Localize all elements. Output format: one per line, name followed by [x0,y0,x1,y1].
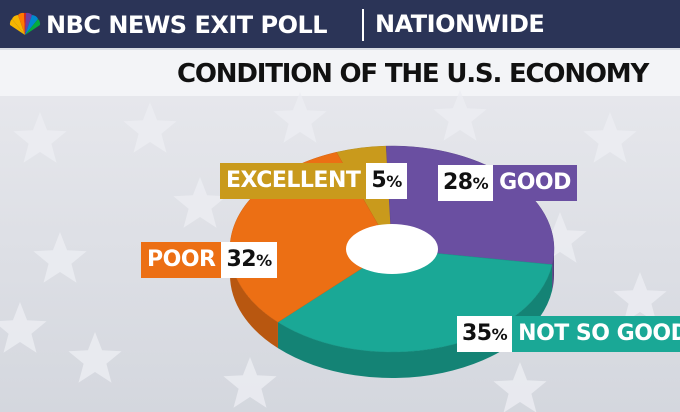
label-excellent-name: EXCELLENT [220,163,367,199]
star-icon [123,102,177,153]
label-excellent: EXCELLENT 5% [220,163,407,199]
star-icon [13,112,67,163]
label-good-value: 28 [443,170,473,195]
star-icon [493,362,547,412]
label-excellent-value: 5 [371,168,387,193]
label-poor-value: 32 [226,247,257,272]
region-label: NATIONWIDE [375,10,545,38]
brand-title: NBC NEWS EXIT POLL [46,11,328,39]
label-not-so-good-name: NOT SO GOOD [512,316,680,352]
pie-side-good [552,249,554,291]
label-good-name: GOOD [493,165,577,201]
pie-side-poor [230,249,278,349]
label-not-so-good: 35% NOT SO GOOD [457,316,680,352]
chart-title: CONDITION OF THE U.S. ECONOMY [177,59,649,89]
star-icon [433,90,487,141]
star-icon [173,177,227,228]
header-separator [362,9,364,41]
label-not-so-good-value: 35 [462,321,492,346]
title-bar [0,50,680,96]
star-icon [33,232,87,283]
label-poor: POOR 32% [141,242,277,278]
star-icon [223,357,277,408]
star-icon [68,332,122,383]
donut-hole [346,224,438,274]
star-icon [583,112,637,163]
star-icon [273,92,327,143]
header-bar [0,0,680,48]
label-good: 28% GOOD [438,165,577,201]
nbc-peacock-icon [9,12,41,35]
star-icon [533,212,587,263]
label-poor-name: POOR [141,242,222,278]
star-icon [613,272,667,323]
star-icon [0,302,47,353]
decorative-stars [0,90,667,412]
